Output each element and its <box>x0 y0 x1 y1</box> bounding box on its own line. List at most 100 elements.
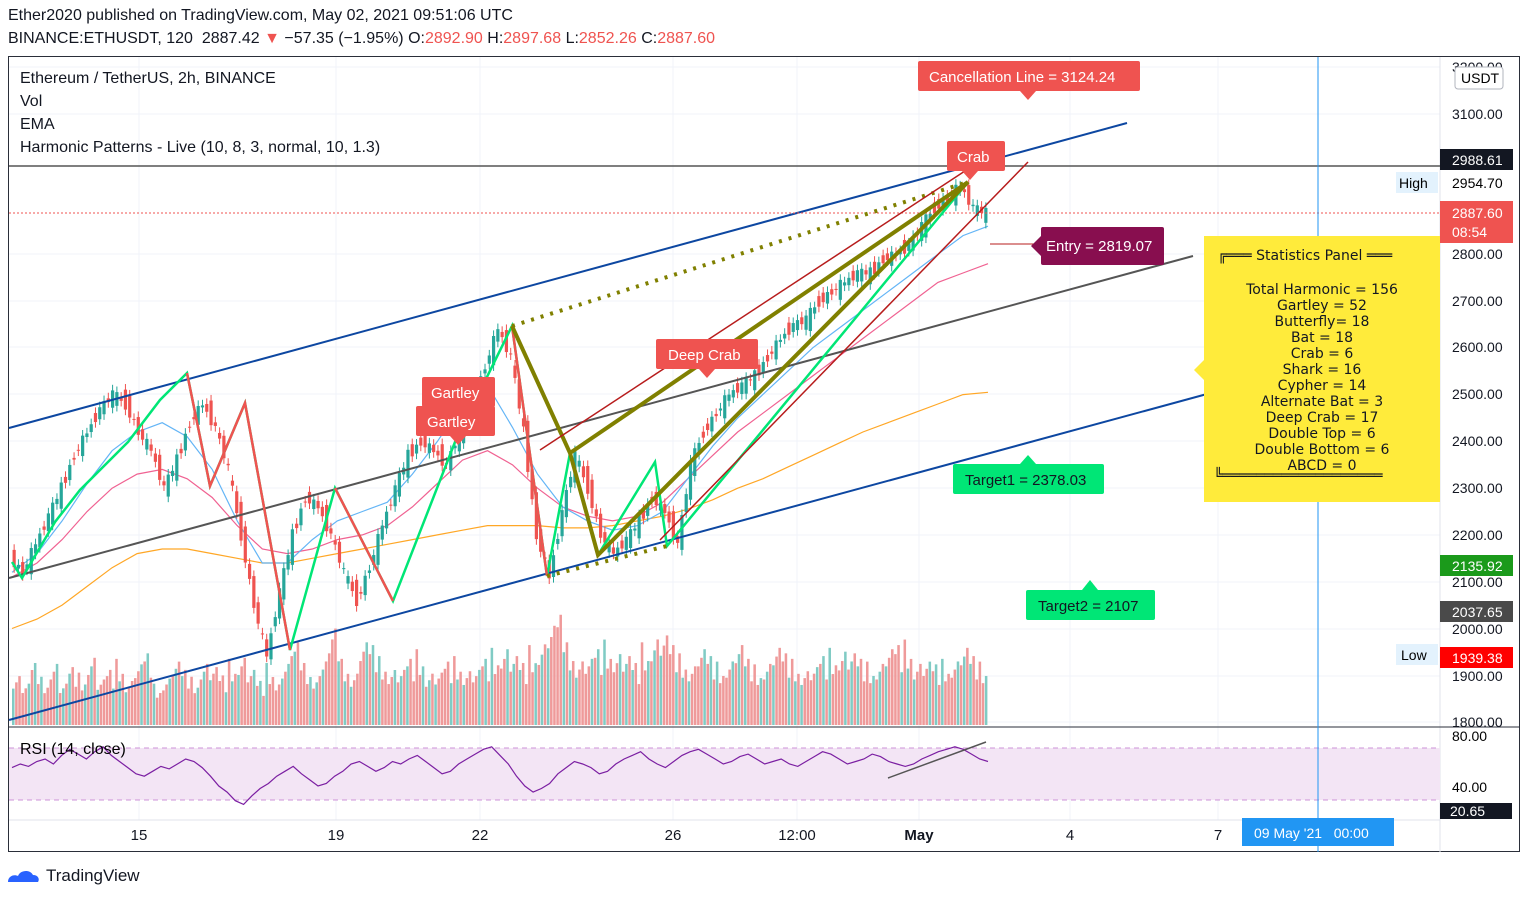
candle-body <box>376 533 380 565</box>
volume-bar <box>596 649 600 725</box>
candle-body <box>594 509 598 517</box>
volume-bar <box>27 683 31 725</box>
candle-body <box>89 424 93 433</box>
cancellation-label-box[interactable] <box>918 61 1140 91</box>
candle-body <box>693 448 697 476</box>
volume-bar <box>428 680 431 725</box>
rsi-line <box>11 746 989 806</box>
published-line: Ether2020 published on TradingView.com, … <box>8 7 513 24</box>
entry-label-box[interactable] <box>1041 227 1164 265</box>
legend-vol[interactable]: Vol <box>20 93 43 110</box>
time-tick-1: 19 <box>328 827 345 844</box>
legend-title[interactable]: Ethereum / TetherUS, 2h, BINANCE <box>20 70 276 87</box>
volume-bar <box>52 671 56 725</box>
candle-body <box>817 296 821 307</box>
candle-body <box>984 208 988 223</box>
volume-bar <box>568 670 572 725</box>
candle-body <box>641 509 646 519</box>
candle-body <box>663 504 667 513</box>
target2-label-box[interactable] <box>1026 590 1155 620</box>
volume-bar <box>891 649 894 725</box>
volume-bar <box>403 669 406 725</box>
volume-bar <box>409 658 412 725</box>
legend-ema[interactable]: EMA <box>20 116 55 133</box>
stat-row-0: Total Harmonic = 156 <box>1246 282 1398 298</box>
candle-body <box>907 243 911 251</box>
gartley-label-2: Gartley <box>427 414 476 431</box>
currency-label: USDT <box>1461 70 1500 86</box>
volume-bar <box>709 656 713 725</box>
volume-bar <box>130 681 134 725</box>
currency-badge[interactable] <box>1454 66 1504 90</box>
candle-body <box>136 417 140 435</box>
candle-body <box>556 538 560 544</box>
target1-pointer-icon <box>1020 455 1036 464</box>
candle-body <box>153 453 158 462</box>
gartley-label-box-1[interactable] <box>422 377 495 407</box>
crab-label-box[interactable] <box>947 141 1005 171</box>
volume-bar <box>362 651 365 725</box>
channel-upper-line[interactable] <box>8 122 1128 429</box>
volume-bar <box>90 666 93 725</box>
candle-body <box>247 563 252 579</box>
volume-bar <box>434 684 437 725</box>
gartley-label-box-2[interactable] <box>416 406 495 436</box>
channel-mid-line[interactable] <box>8 255 1194 579</box>
candle-body <box>333 540 337 545</box>
close-value: 2887.60 <box>657 30 716 47</box>
volume-bar <box>518 670 522 725</box>
deep-crab-label-box[interactable] <box>656 339 758 369</box>
volume-bar <box>299 670 303 725</box>
candle-body <box>440 444 444 466</box>
candle-body <box>671 511 675 539</box>
volume-bar <box>431 673 434 725</box>
volume-bar <box>540 654 544 725</box>
time-tick-0: 15 <box>131 827 148 844</box>
channel-lower-line[interactable] <box>8 390 1219 721</box>
candle-body <box>384 511 389 529</box>
countdown: 08:54 <box>1452 224 1487 240</box>
volume-bar <box>659 655 663 725</box>
low-value: 2852.26 <box>578 30 637 47</box>
price-tick-7: 2300.00 <box>1452 480 1503 496</box>
ema-mid-line <box>11 263 989 578</box>
volume-bar <box>819 663 822 725</box>
wedge-upper-line <box>539 147 1001 451</box>
price-tick-8: 2200.00 <box>1452 527 1503 543</box>
stat-panel-title: ╔═══ Statistics Panel ═══ <box>1218 248 1393 264</box>
volume-bar <box>240 666 243 725</box>
volume-bar <box>847 669 850 725</box>
candle-body <box>646 503 650 516</box>
volume-bar <box>506 649 509 725</box>
volume-bar <box>828 647 831 725</box>
volume-bar <box>443 668 447 725</box>
volume-bar <box>500 668 503 725</box>
volume-bar <box>653 650 656 725</box>
volume-bar <box>371 645 375 725</box>
volume-bar <box>62 688 65 725</box>
volume-bar <box>537 664 541 725</box>
target1-label-box[interactable] <box>953 464 1104 494</box>
volume-bar <box>256 685 259 725</box>
volume-bar <box>112 688 115 725</box>
tradingview-logo[interactable]: TradingView <box>6 866 140 886</box>
volume-bar <box>937 684 941 725</box>
rsi-current-badge <box>1440 803 1512 819</box>
volume-bar <box>884 666 888 725</box>
volume-bar <box>30 670 34 725</box>
price-tick-2: 2800.00 <box>1452 246 1503 262</box>
high-value: 2954.70 <box>1452 175 1503 191</box>
volume-bar <box>875 679 878 725</box>
volume-bar <box>759 678 763 725</box>
candle-body <box>286 555 290 570</box>
volume-bar <box>102 679 106 725</box>
volume-bar <box>618 654 622 725</box>
volume-bar <box>387 684 390 725</box>
candle-body <box>877 262 881 272</box>
candle-body <box>316 500 320 509</box>
volume-bar <box>897 645 900 725</box>
volume-bar <box>318 676 322 725</box>
volume-bar <box>365 642 369 725</box>
legend-harmonic[interactable]: Harmonic Patterns - Live (10, 8, 3, norm… <box>20 139 381 156</box>
